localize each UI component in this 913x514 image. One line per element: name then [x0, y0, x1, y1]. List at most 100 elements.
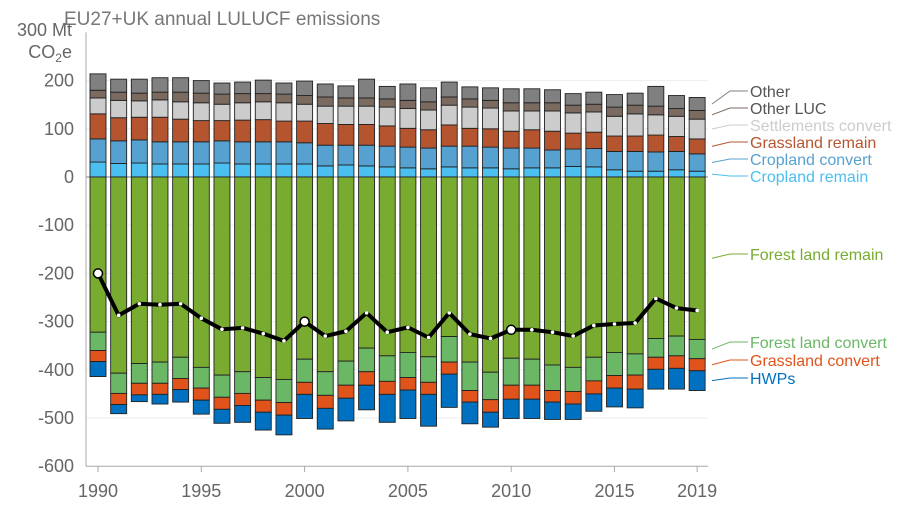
bar-segment-settlements-convert — [544, 110, 561, 132]
x-tick-label: 2019 — [677, 481, 717, 501]
bar-segment-cropland-remain — [440, 166, 458, 178]
bar-segment-other-luc — [296, 95, 314, 105]
legend-leader-line — [711, 90, 748, 105]
bar-segment-cropland-remain — [130, 162, 148, 178]
bar-segment-other-luc — [316, 96, 334, 107]
legend-label: Grassland remain — [750, 135, 876, 152]
bar-segment-cropland-convert — [668, 151, 685, 171]
bar-segment-other — [606, 94, 623, 108]
bar-segment-other — [275, 82, 293, 95]
bar-segment-other-luc — [399, 99, 417, 110]
bar-segment-forest-land-convert — [110, 372, 128, 394]
bar-segment-hwps — [544, 401, 561, 420]
bar-segment-other — [151, 77, 169, 93]
y-tick-label: 100 — [44, 119, 74, 139]
legend-leader-line — [711, 141, 748, 147]
net-point — [488, 336, 493, 341]
bar-segment-other-luc — [234, 93, 252, 104]
net-highlight-point — [92, 268, 104, 279]
bar-segment-other — [564, 93, 582, 106]
bar-segment-other-luc — [192, 92, 210, 104]
legend-label: Settlements convert — [750, 118, 892, 135]
bar-segment-grassland-convert — [296, 381, 314, 395]
bar-segment-settlements-convert — [523, 110, 541, 131]
bar-segment-other — [688, 97, 706, 111]
legend-leader-line — [711, 359, 748, 366]
bar-segment-cropland-convert — [647, 151, 665, 172]
bar-segment-grassland-remain — [564, 132, 582, 150]
bar-segment-cropland-convert — [606, 151, 623, 171]
bar-segment-other — [130, 78, 148, 94]
bar-segment-settlements-convert — [254, 101, 272, 121]
bar-segment-settlements-convert — [647, 114, 665, 136]
bar-segment-other-luc — [585, 103, 603, 113]
bar-segment-grassland-convert — [564, 391, 582, 405]
bar-segment-forest-land-remain — [564, 176, 582, 368]
bar-segment-hwps — [440, 373, 458, 408]
net-point — [550, 330, 555, 335]
bar-segment-other — [110, 78, 128, 93]
bar-segment-cropland-convert — [420, 147, 438, 170]
y-tick-label: -500 — [38, 408, 74, 428]
bar-segment-other-luc — [564, 104, 582, 114]
bar-segment-forest-land-convert — [544, 364, 561, 391]
bar-segment-grassland-convert — [172, 378, 190, 391]
bar-segment-forest-land-convert — [316, 371, 334, 396]
bar-segment-forest-land-remain — [358, 176, 376, 349]
bar-segment-settlements-convert — [688, 118, 706, 140]
net-point — [137, 301, 142, 306]
bar-segment-other — [234, 81, 252, 95]
net-point — [240, 326, 245, 330]
bar-segment-cropland-convert — [358, 144, 376, 167]
bar-segment-forest-land-convert — [358, 347, 376, 373]
bar-segment-cropland-remain — [399, 167, 417, 178]
net-line — [96, 272, 698, 343]
bar-segment-other — [668, 95, 685, 110]
bar-segment-settlements-convert — [461, 106, 479, 129]
bar-segment-forest-land-remain — [668, 176, 685, 337]
bar-segment-grassland-convert — [130, 382, 148, 396]
bar-segment-forest-land-convert — [234, 371, 252, 394]
net-point — [447, 311, 452, 315]
bar-segment-forest-land-remain — [482, 176, 499, 373]
bar-segment-hwps — [378, 393, 396, 423]
x-tick-label: 2015 — [594, 481, 634, 501]
bar-segment-grassland-convert — [110, 392, 128, 405]
net-point — [323, 334, 328, 338]
net-point — [530, 327, 534, 332]
bar-segment-grassland-convert — [668, 355, 685, 369]
bar-segment-other-luc — [213, 93, 231, 105]
bar-segment-other-luc — [502, 102, 520, 112]
bar-segment-forest-land-convert — [647, 338, 665, 358]
bar-segment-other — [192, 80, 210, 94]
bar-segment-forest-land-remain — [172, 176, 190, 358]
bar-segment-other — [399, 83, 417, 101]
bar-segment-hwps — [275, 414, 293, 436]
bar-segment-grassland-convert — [399, 377, 417, 391]
bar-segment-grassland-remain — [440, 124, 458, 147]
bar-segment-grassland-remain — [585, 131, 603, 150]
bar-segment-other-luc — [89, 89, 107, 99]
bar-segment-settlements-convert — [378, 106, 396, 127]
bar-segment-grassland-remain — [337, 124, 355, 146]
net-point — [468, 332, 472, 336]
bar-segment-forest-land-remain — [275, 176, 293, 380]
bar-segment-other-luc — [440, 96, 458, 106]
bar-segment-hwps — [254, 411, 272, 431]
bar-segment-other — [440, 81, 458, 98]
bar-segment-cropland-remain — [192, 163, 210, 178]
bar-segment-hwps — [151, 393, 169, 405]
y-tick-label: -100 — [38, 215, 74, 235]
bar-segment-forest-land-convert — [440, 336, 458, 363]
bar-segment-other-luc — [544, 102, 561, 112]
bar-segment-hwps — [110, 404, 128, 415]
net-point — [364, 311, 369, 315]
x-tick-label: 1990 — [78, 481, 118, 501]
bar-segment-grassland-convert — [544, 390, 561, 403]
net-point — [406, 325, 410, 330]
bar-segment-grassland-convert — [234, 392, 252, 406]
bar-segment-cropland-remain — [502, 168, 520, 178]
legend-label: Other — [750, 84, 791, 101]
bar-segment-hwps — [523, 398, 541, 419]
